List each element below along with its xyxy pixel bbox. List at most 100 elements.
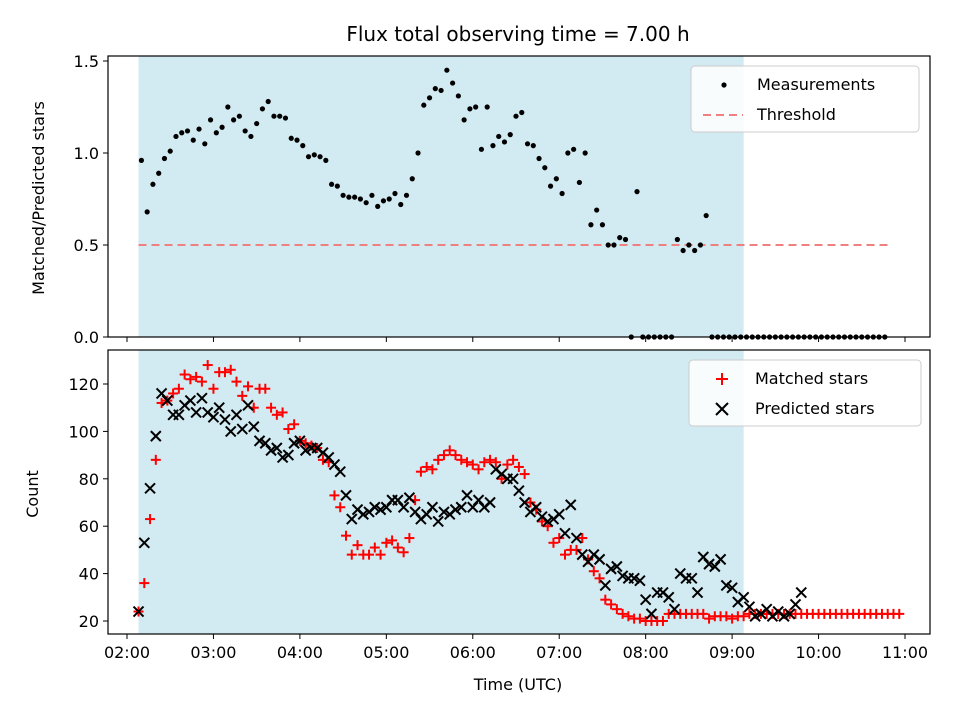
- predicted-star-point: [449, 503, 462, 516]
- measurement-point: [236, 113, 242, 119]
- measurement-point: [524, 141, 531, 147]
- predicted-star-point: [795, 586, 807, 599]
- measurement-point: [565, 150, 571, 156]
- matched-star-point: [352, 540, 363, 551]
- measurement-point: [594, 207, 600, 213]
- matched-star-point: [721, 611, 732, 622]
- measurement-point: [432, 86, 438, 92]
- x-tick-label: 07:00: [536, 643, 582, 662]
- predicted-star-point: [161, 394, 174, 407]
- measurement-point: [167, 148, 173, 154]
- matched-star-point: [588, 566, 599, 577]
- measurement-point: [450, 80, 456, 86]
- measurement-point: [311, 152, 317, 158]
- y-tick-label: 120: [68, 375, 99, 394]
- measurement-point: [207, 117, 214, 123]
- y-tick-label: 0.5: [74, 236, 99, 255]
- predicted-star-point: [288, 437, 300, 449]
- measurement-point: [334, 183, 340, 189]
- predicted-star-point: [369, 501, 381, 513]
- matched-star-point: [231, 376, 242, 387]
- ratio-panel: 0.0 0.5 1.0 1.5 Matched/Predicted stars Mea…: [29, 52, 931, 347]
- predicted-star-point: [230, 409, 243, 421]
- predicted-star-point: [691, 586, 704, 599]
- predicted-star-point: [663, 591, 675, 604]
- predicted-star-point: [271, 442, 283, 454]
- measurement-point: [542, 165, 548, 171]
- matched-star-point: [225, 364, 236, 375]
- predicted-star-point: [190, 406, 202, 419]
- matched-star-point: [387, 535, 398, 546]
- matched-star-point: [617, 608, 628, 619]
- figure-title: Flux total observing time = 7.00 h: [346, 22, 689, 46]
- matched-star-point: [369, 542, 380, 553]
- x-tick-label: 05:00: [363, 643, 409, 662]
- matched-star-point: [392, 542, 403, 553]
- matched-star-point: [139, 578, 150, 589]
- ratio-axes-frame: [107, 55, 931, 338]
- predicted-star-point: [173, 409, 185, 421]
- count-legend: Matched stars Predicted stars: [688, 359, 922, 427]
- predicted-star-point: [686, 572, 698, 585]
- predicted-star-point: [426, 501, 439, 513]
- predicted-star-point: [784, 608, 796, 620]
- predicted-star-point: [668, 603, 681, 615]
- predicted-star-point: [184, 394, 197, 407]
- matched-star-point: [606, 599, 617, 610]
- matched-star-point: [456, 454, 467, 465]
- measurement-point: [271, 113, 277, 119]
- measurement-point: [634, 189, 640, 195]
- predicted-star-point: [438, 506, 450, 518]
- measurement-point: [455, 93, 461, 99]
- matched-star-point: [150, 454, 161, 465]
- predicted-star-point: [236, 423, 248, 435]
- predicted-star-point: [207, 411, 220, 423]
- measurement-point: [697, 242, 704, 248]
- measurement-point: [184, 128, 191, 134]
- predicted-star-point: [253, 435, 266, 447]
- measurement-point: [282, 115, 289, 121]
- predicted-star-point: [150, 430, 162, 442]
- measurement-point: [277, 113, 283, 119]
- matched-star-point: [277, 407, 288, 418]
- matched-star-point: [427, 464, 438, 475]
- predicted-star-point: [276, 451, 289, 464]
- measurement-point: [340, 192, 346, 198]
- measurement-point: [403, 192, 410, 198]
- matched-star-point: [548, 537, 559, 548]
- measurement-point: [369, 192, 375, 198]
- measurement-point: [386, 196, 392, 202]
- measurement-point: [409, 176, 415, 182]
- ratio-legend: Measurements Threshold: [690, 65, 920, 133]
- matched-star-point: [450, 450, 461, 461]
- predicted-star-point: [340, 489, 352, 502]
- measurement-point: [219, 124, 225, 130]
- predicted-star-point: [639, 593, 652, 606]
- matched-star-point: [600, 594, 611, 605]
- predicted-star-point: [225, 425, 237, 438]
- predicted-star-point: [196, 392, 208, 404]
- measurement-point: [605, 242, 611, 248]
- measurement-point: [288, 135, 294, 141]
- predicted-star-point: [726, 582, 738, 594]
- matched-star-point: [289, 419, 300, 430]
- measurement-point: [398, 201, 404, 208]
- measurement-point: [415, 150, 421, 156]
- predicted-star-point: [138, 537, 150, 549]
- matched-star-point: [243, 381, 254, 392]
- ratio-shaded-span: [138, 56, 744, 337]
- measurement-point: [513, 113, 519, 119]
- matched-star-point: [444, 445, 455, 456]
- matched-star-point: [479, 457, 490, 468]
- predicted-star-point: [703, 558, 715, 570]
- matched-star-point: [894, 608, 905, 619]
- legend-box: [690, 65, 920, 133]
- predicted-star-point: [357, 508, 369, 521]
- measurement-point: [323, 157, 329, 163]
- measurement-point: [421, 102, 427, 108]
- predicted-star-point: [248, 420, 260, 433]
- predicted-star-point: [242, 399, 254, 412]
- predicted-star-point: [299, 444, 312, 457]
- matched-star-point: [196, 376, 207, 387]
- predicted-star-point: [346, 513, 358, 525]
